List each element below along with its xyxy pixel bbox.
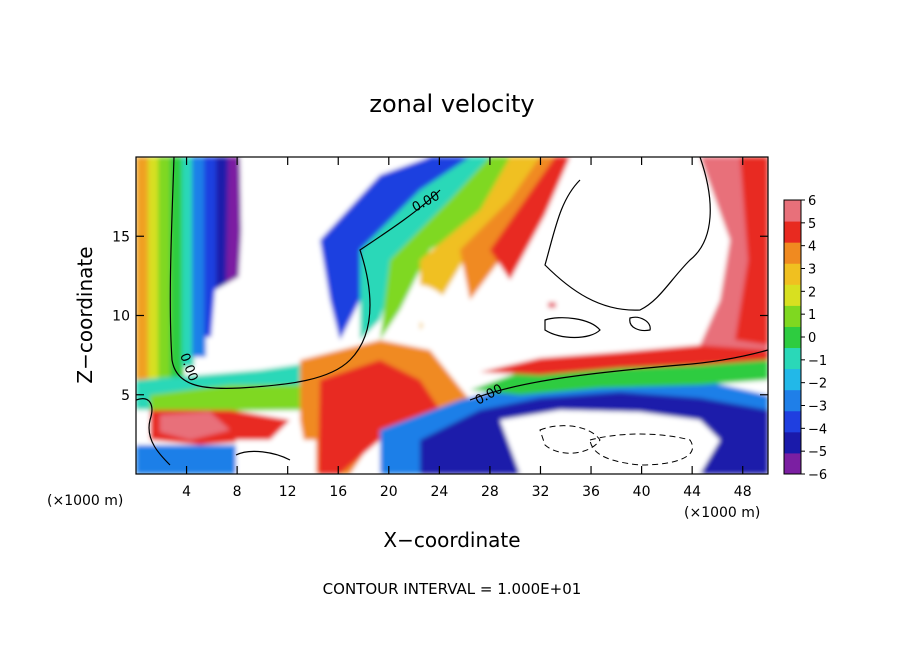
colorbar-swatch [784, 221, 801, 243]
colorbar-swatch [784, 389, 801, 412]
colorbar-tick-label: −1 [808, 354, 827, 369]
x-unit-right: (×1000 m) [684, 505, 760, 521]
chart-title: zonal velocity [369, 90, 534, 118]
colorbar-tick-label: −4 [808, 422, 827, 437]
colorbar-ticks: 6 5 4 3 2 1 0 −1 −2 −3 −4 −5 −6 [801, 194, 827, 483]
colorbar-tick-label: 3 [808, 263, 816, 278]
x-tick-label: 24 [430, 484, 448, 500]
contour-interval-note: CONTOUR INTERVAL = 1.000E+01 [323, 580, 582, 598]
colorbar-tick-label: −6 [808, 468, 827, 483]
colorbar-swatch [784, 452, 801, 475]
x-tick-label: 48 [734, 484, 752, 500]
x-tick-label: 4 [182, 484, 191, 500]
x-tick-label: 40 [633, 484, 651, 500]
contour-lines [136, 157, 768, 466]
x-unit-left: (×1000 m) [47, 493, 123, 509]
heatmap-field [136, 157, 768, 474]
colorbar [783, 199, 802, 475]
colorbar-swatch [784, 368, 801, 391]
y-tick-label: 15 [112, 229, 130, 245]
y-axis-label: Z−coordinate [73, 246, 97, 383]
y-axis: 5 10 15 [112, 229, 768, 404]
colorbar-swatch [784, 263, 801, 285]
colorbar-tick-label: 2 [808, 285, 816, 300]
colorbar-tick-label: 6 [808, 194, 816, 209]
colorbar-swatch [784, 326, 801, 349]
x-tick-label: 32 [532, 484, 550, 500]
colorbar-tick-label: −2 [808, 377, 827, 392]
x-tick-label: 8 [233, 484, 242, 500]
x-tick-label: 12 [279, 484, 297, 500]
x-axis: 4 8 12 16 20 24 28 32 36 40 44 48 [182, 157, 752, 500]
contour-lines-negative [539, 425, 693, 466]
colorbar-tick-label: 1 [808, 308, 816, 323]
x-tick-label: 44 [683, 484, 701, 500]
x-tick-label: 36 [582, 484, 600, 500]
y-tick-label: 5 [121, 388, 130, 404]
colorbar-tick-label: 0 [808, 331, 816, 346]
colorbar-swatch [784, 242, 801, 264]
colorbar-swatch [784, 347, 801, 370]
colorbar-swatch [784, 305, 801, 327]
colorbar-tick-label: 5 [808, 217, 816, 232]
x-tick-label: 16 [329, 484, 347, 500]
x-tick-label: 20 [380, 484, 398, 500]
colorbar-tick-label: 4 [808, 240, 816, 255]
colorbar-tick-label: −5 [808, 445, 827, 460]
x-axis-label: X−coordinate [383, 528, 520, 552]
colorbar-tick-label: −3 [808, 400, 827, 415]
colorbar-swatch [784, 431, 801, 454]
y-tick-label: 10 [112, 309, 130, 325]
colorbar-swatch [784, 410, 801, 433]
x-tick-label: 28 [481, 484, 499, 500]
colorbar-swatch [784, 200, 801, 222]
colorbar-swatch [784, 284, 801, 306]
